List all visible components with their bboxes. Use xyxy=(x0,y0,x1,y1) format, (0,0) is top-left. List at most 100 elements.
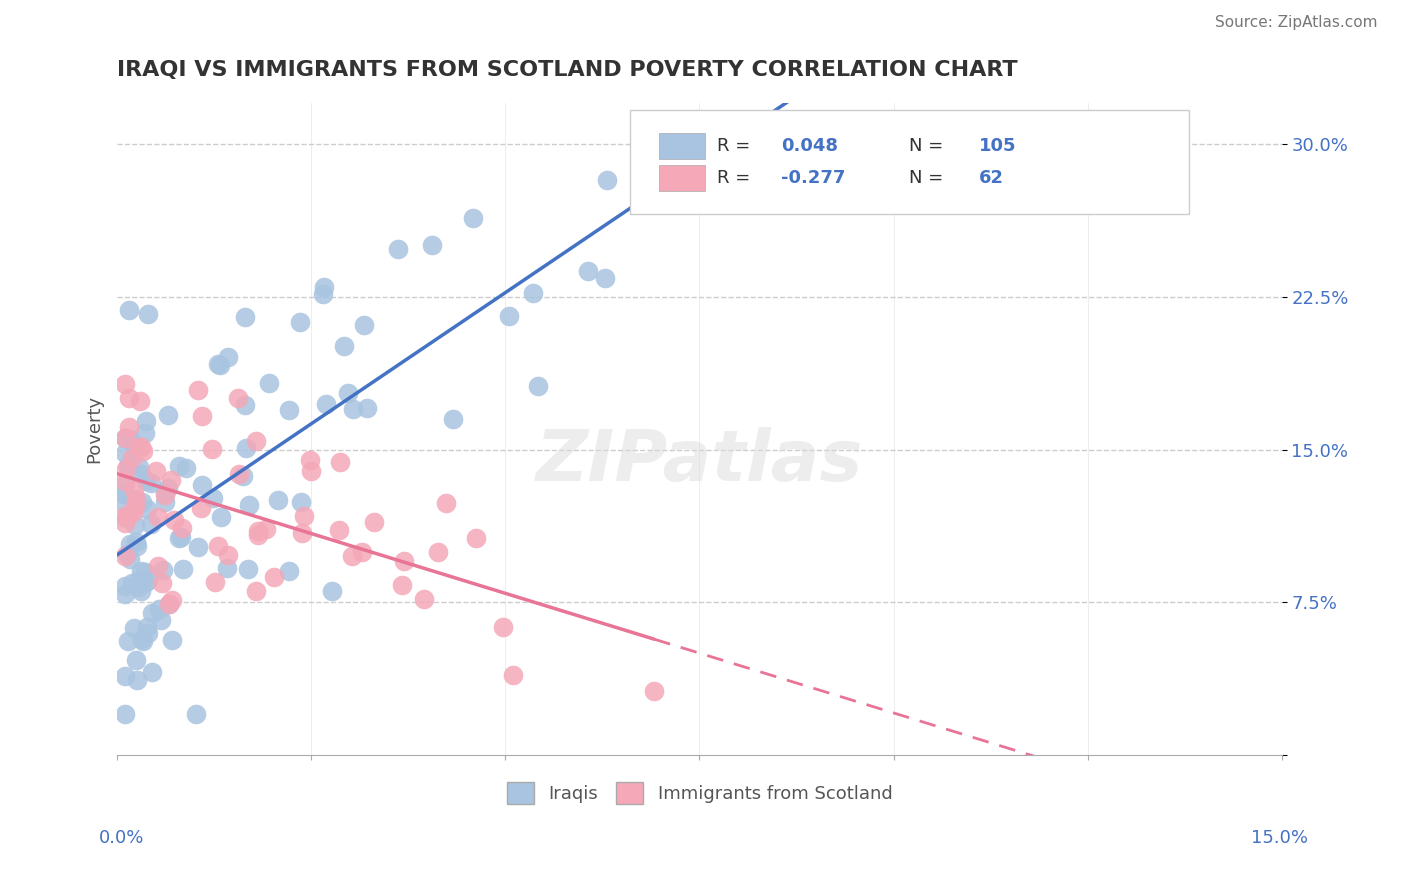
Point xyxy=(124,653,146,667)
Point xyxy=(312,280,335,294)
Point xyxy=(114,474,136,488)
Point xyxy=(118,432,141,446)
Point xyxy=(122,504,145,518)
Point xyxy=(207,539,229,553)
Point xyxy=(233,310,256,324)
Point xyxy=(226,392,249,406)
Point xyxy=(136,307,159,321)
Point xyxy=(134,474,156,488)
Point xyxy=(122,483,145,497)
Point xyxy=(245,583,267,598)
Point xyxy=(139,475,162,490)
Point xyxy=(114,549,136,563)
Point xyxy=(156,408,179,422)
Text: 15.0%: 15.0% xyxy=(1250,829,1308,847)
Point xyxy=(315,397,337,411)
Point xyxy=(392,554,415,568)
Point xyxy=(129,440,152,454)
Point xyxy=(191,478,214,492)
Point xyxy=(209,510,232,524)
Point xyxy=(434,496,457,510)
Point xyxy=(267,492,290,507)
Text: 62: 62 xyxy=(979,169,1004,187)
Point xyxy=(150,575,173,590)
Point xyxy=(114,432,136,446)
Point xyxy=(256,522,278,536)
Point xyxy=(114,487,136,501)
Point xyxy=(247,524,270,538)
Point xyxy=(207,358,229,372)
Point xyxy=(118,537,141,551)
Legend: Iraqis, Immigrants from Scotland: Iraqis, Immigrants from Scotland xyxy=(499,774,900,811)
Point xyxy=(174,461,197,475)
Point xyxy=(139,516,162,531)
Point xyxy=(172,562,194,576)
Point xyxy=(118,420,141,434)
Point xyxy=(114,516,136,530)
Point xyxy=(329,454,352,468)
Point xyxy=(342,401,364,416)
Point xyxy=(595,271,617,285)
Text: IRAQI VS IMMIGRANTS FROM SCOTLAND POVERTY CORRELATION CHART: IRAQI VS IMMIGRANTS FROM SCOTLAND POVERT… xyxy=(117,60,1018,79)
Point xyxy=(155,484,177,499)
Point xyxy=(117,508,139,523)
Point xyxy=(215,560,238,574)
Point xyxy=(124,499,146,513)
Point xyxy=(114,509,136,524)
Point xyxy=(114,376,136,391)
Point xyxy=(134,565,156,579)
Point xyxy=(131,495,153,509)
Point xyxy=(141,606,163,620)
Point xyxy=(312,286,335,301)
Point xyxy=(328,523,350,537)
Point xyxy=(363,515,385,529)
Point xyxy=(228,467,250,481)
Point xyxy=(498,309,520,323)
Point xyxy=(127,580,149,594)
Point xyxy=(132,634,155,648)
Point xyxy=(160,592,183,607)
Point xyxy=(596,173,619,187)
Point xyxy=(131,467,153,481)
Text: ZIPatlas: ZIPatlas xyxy=(536,427,863,496)
Point xyxy=(257,376,280,391)
Point xyxy=(278,403,301,417)
Point xyxy=(160,633,183,648)
Point xyxy=(127,574,149,588)
Point xyxy=(124,518,146,533)
Point xyxy=(124,438,146,452)
Point xyxy=(120,552,142,566)
Point xyxy=(332,339,354,353)
Point xyxy=(118,303,141,318)
Point xyxy=(643,684,665,698)
Point xyxy=(201,491,224,505)
Point xyxy=(204,574,226,589)
Point xyxy=(122,621,145,635)
Point xyxy=(711,147,734,161)
Point xyxy=(321,584,343,599)
Point xyxy=(146,558,169,573)
Point xyxy=(152,564,174,578)
Point xyxy=(148,602,170,616)
Text: 0.0%: 0.0% xyxy=(98,829,143,847)
Point xyxy=(155,494,177,508)
FancyBboxPatch shape xyxy=(658,165,706,191)
Point xyxy=(172,521,194,535)
FancyBboxPatch shape xyxy=(658,133,706,159)
Point xyxy=(387,243,409,257)
Point xyxy=(426,544,449,558)
Point xyxy=(115,547,138,561)
Point xyxy=(288,315,311,329)
Point xyxy=(236,561,259,575)
Point xyxy=(134,575,156,590)
Text: 0.048: 0.048 xyxy=(780,136,838,154)
Point xyxy=(157,597,180,611)
Point xyxy=(413,592,436,607)
Point xyxy=(128,394,150,409)
Point xyxy=(170,530,193,544)
Point xyxy=(114,587,136,601)
Point xyxy=(463,211,485,225)
Point xyxy=(157,597,180,611)
Point xyxy=(350,545,373,559)
Point xyxy=(136,574,159,588)
